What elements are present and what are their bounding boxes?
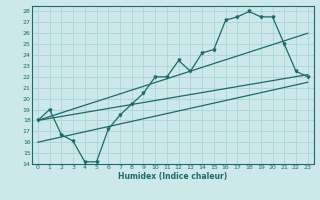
X-axis label: Humidex (Indice chaleur): Humidex (Indice chaleur) — [118, 172, 228, 181]
